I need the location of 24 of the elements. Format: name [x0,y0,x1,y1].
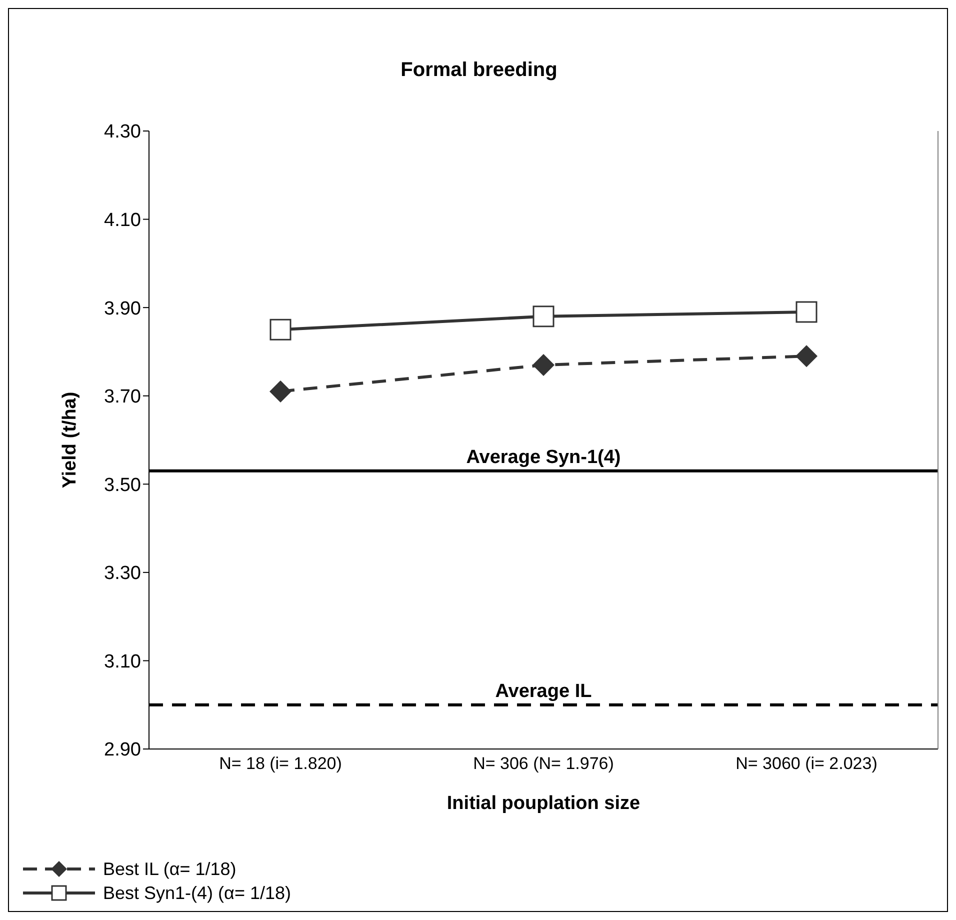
y-axis-title: Yield (t/ha) [60,392,81,488]
y-tick-label: 3.30 [104,563,141,584]
y-tick-label: 3.90 [104,298,141,320]
point [270,380,292,402]
point [270,318,292,340]
point [796,345,818,368]
y-tick-label: 4.30 [104,122,141,143]
chart-title: Formal breeding [400,59,558,82]
legend-label: Best Syn1-(4) (α= 1/18) [103,882,291,904]
legend-label: Best IL (α= 1/18) [103,858,236,880]
ref-line-label: Average IL [495,680,592,702]
y-tick-label: 3.10 [104,651,141,672]
y-tick-label: 3.70 [104,386,141,408]
x-tick-label: N= 3060 (i= 2.023) [736,754,878,774]
x-tick-label: N= 306 (N= 1.976) [473,754,614,774]
x-axis-title: Initial pouplation size [446,793,640,814]
x-tick-label: N= 18 (i= 1.820) [219,754,342,774]
ref-line-label: Average Syn-1(4) [466,446,621,468]
point [796,301,818,323]
y-tick-label: 4.10 [104,210,141,232]
point [532,306,554,328]
point [532,354,554,376]
y-tick-label: 2.90 [104,740,141,761]
y-tick-label: 3.50 [104,474,141,496]
